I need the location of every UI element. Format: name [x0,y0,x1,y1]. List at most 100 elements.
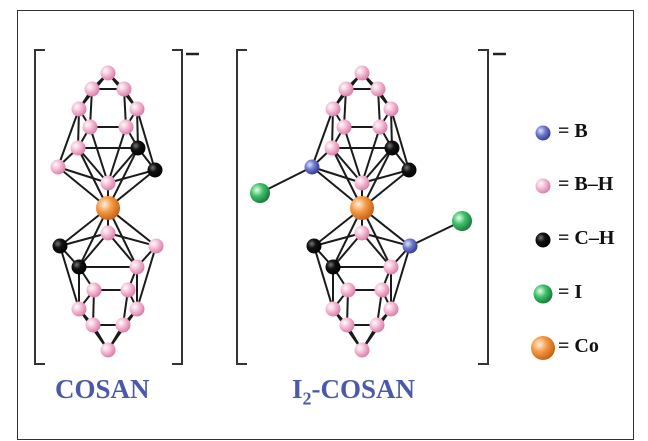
cosan-label: COSAN [55,374,150,404]
bond [390,245,411,310]
boron-hydride-atom [129,259,145,275]
boron-hydride-atom [71,101,87,117]
boron-hydride-atom [383,301,399,317]
boron-hydride-atom [340,282,356,298]
legend-text-ch: = C–H [558,227,615,249]
boron-hydride-atom [354,225,370,241]
bond [89,126,109,184]
bond [107,126,127,184]
i2-cosan-label-rest: -COSAN [311,374,416,404]
legend-text-i: = I [558,281,583,303]
boron-hydride-atom [336,119,352,135]
boron-hydride-atom [118,119,134,135]
carbon-hydride-atom [52,238,68,254]
bond [313,232,363,247]
boron-hydride-atom [100,65,116,81]
carbon-hydride-atom [384,140,400,156]
boron-hydride-atom [84,81,100,97]
boron-atom [304,159,320,175]
legend-atom-ch [535,232,551,248]
i2-cosan-molecule [250,65,472,358]
cosan-molecule [50,65,164,358]
boron-hydride-atom [338,81,354,97]
boron-hydride-atom [148,238,164,254]
carbon-hydride-atom [71,259,87,275]
iodine-atom [250,183,270,203]
bond [107,232,157,247]
boron-hydride-atom [325,301,341,317]
bond [311,166,363,184]
boron-hydride-atom [325,101,341,117]
cobalt-atom [96,196,120,220]
bond [57,108,80,168]
i2cosan-right-bracket [478,49,489,365]
boron-hydride-atom [86,282,102,298]
i2-cosan-label-subscript: 2 [302,388,312,409]
cosan-right-bracket [172,49,183,365]
carbon-hydride-atom [401,162,417,178]
bond [361,147,393,184]
bond [313,245,334,310]
bond [59,232,109,247]
carbon-hydride-atom [306,238,322,254]
carbon-hydride-atom [130,140,146,156]
i2cosan-left-bracket [236,49,247,365]
bond [136,108,156,171]
legend-text-bh: = B–H [558,173,614,195]
boron-hydride-atom [100,175,116,191]
bond [107,169,156,184]
bond [311,108,334,168]
boron-hydride-atom [82,119,98,135]
legend-atom-co [531,336,555,360]
boron-hydride-atom [383,259,399,275]
bond [331,147,363,184]
bond [361,169,410,184]
boron-hydride-atom [71,301,87,317]
boron-hydride-atom [50,159,66,175]
bond [361,232,411,247]
boron-hydride-atom [374,282,390,298]
boron-hydride-atom [354,65,370,81]
boron-hydride-atom [70,140,86,156]
boron-hydride-atom [85,317,101,333]
boron-hydride-atom [383,101,399,117]
bond [57,166,109,184]
boron-hydride-atom [324,140,340,156]
boron-hydride-atom [339,317,355,333]
legend-atom-b [535,125,551,141]
carbon-hydride-atom [147,162,163,178]
i2-cosan-label: I2-COSAN [292,374,415,409]
boron-hydride-atom [372,119,388,135]
bond [390,108,410,171]
boron-hydride-atom [115,317,131,333]
bond [343,126,363,184]
cobalt-atom [350,196,374,220]
i2-cosan-label-main: I [292,374,303,404]
carbon-hydride-atom [325,259,341,275]
legend-atoms [531,125,555,360]
boron-hydride-atom [354,342,370,358]
legend-atom-i [533,284,553,304]
legend-text-b: = B [558,120,588,142]
boron-hydride-atom [369,317,385,333]
boron-hydride-atom [100,225,116,241]
bond [136,245,157,310]
boron-hydride-atom [370,81,386,97]
bond [107,147,139,184]
bond [77,147,109,184]
boron-hydride-atom [116,81,132,97]
figure-frame [17,10,634,440]
legend-atom-bh [535,178,551,194]
boron-hydride-atom [354,175,370,191]
boron-hydride-atom [129,101,145,117]
boron-hydride-atom [100,342,116,358]
bond [361,126,381,184]
boron-atom [402,238,418,254]
legend-text-co: = Co [558,335,599,357]
boron-hydride-atom [120,282,136,298]
brackets [34,49,489,365]
boron-hydride-atom [129,301,145,317]
iodine-atom [452,211,472,231]
bond [59,245,80,310]
